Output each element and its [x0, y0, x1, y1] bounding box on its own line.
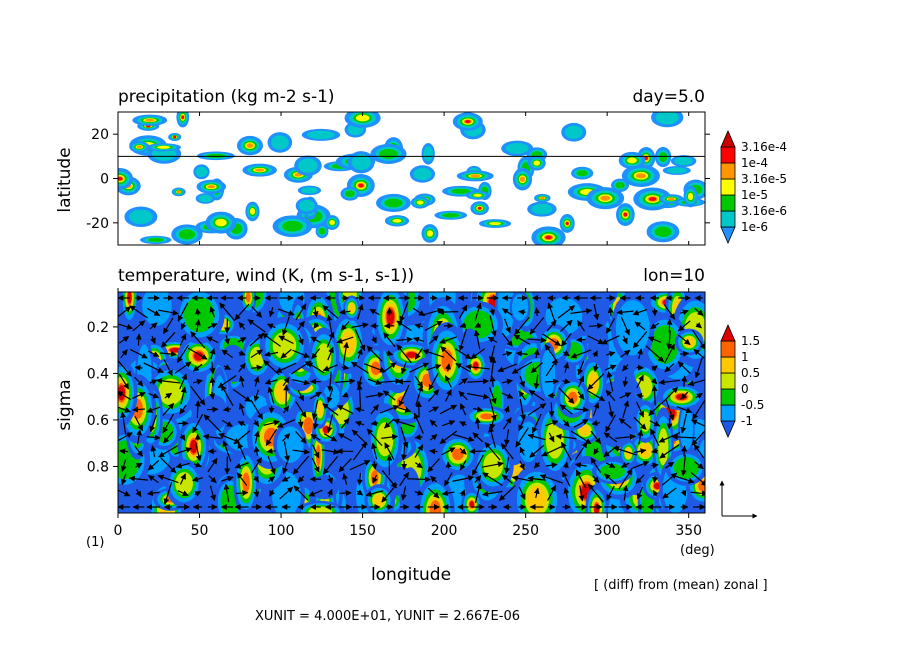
colorbar-label: 1e-5: [741, 188, 768, 202]
colorbar-label: 1e-4: [741, 156, 768, 170]
precip-day-label: day=5.0: [632, 87, 705, 107]
colorbar-label: 3.16e-5: [741, 172, 787, 186]
corner-label: (1): [86, 535, 104, 550]
colorbar-label: -0.5: [741, 398, 764, 412]
colorbar-label: 3.16e-6: [741, 204, 787, 218]
precip-y-label: latitude: [55, 147, 75, 212]
precip-x-ticks: [117, 112, 690, 245]
colorbar-label: 1e-6: [741, 220, 768, 234]
x-tick-label: 200: [431, 523, 458, 539]
diff-note: [ (diff) from (mean) zonal ]: [594, 578, 768, 593]
precip-colorbar: 3.16e-4 1e-4 3.16e-5 1e-5 3.16e-6 1e-6: [720, 130, 787, 244]
temp-y-axis: 0.2 0.4 0.6 0.8: [87, 320, 118, 475]
precip-field: [118, 112, 705, 245]
reference-vector: [719, 480, 758, 519]
x-tick-label: 150: [349, 523, 376, 539]
x-tick-label: 50: [191, 523, 209, 539]
temp-panel: 0.2 0.4 0.6 0.8 0 50 100 150 200 250 300 350 sigma…: [55, 288, 706, 585]
units-line: XUNIT = 4.000E+01, YUNIT = 2.667E-06: [255, 609, 520, 624]
colorbar-label: 1.5: [741, 334, 760, 348]
x-tick-label: 350: [675, 523, 702, 539]
precip-y-tick-label: -20: [86, 216, 109, 232]
colorbar-label: 0.5: [741, 366, 760, 380]
temp-title: temperature, wind (K, (m s-1, s-1)): [118, 266, 414, 286]
temp-lon-label: lon=10: [643, 266, 705, 286]
precip-y-tick-label: 20: [91, 127, 109, 143]
temp-y-tick-label: 0.4: [87, 366, 109, 382]
precip-panel: -20 0 20 latitude: [55, 111, 710, 246]
x-tick-label: 300: [594, 523, 621, 539]
colorbar-label: -1: [741, 414, 753, 428]
precip-y-tick-label: 0: [100, 172, 109, 188]
temp-y-tick-label: 0.2: [87, 320, 109, 336]
colorbar-label: 1: [741, 350, 749, 364]
colorbar-label: 3.16e-4: [741, 140, 787, 154]
temp-y-tick-label: 0.8: [87, 459, 109, 475]
temp-y-label: sigma: [55, 379, 75, 430]
x-axis-label: longitude: [371, 565, 451, 585]
x-tick-label: 0: [114, 523, 123, 539]
x-tick-label: 250: [512, 523, 539, 539]
wind-vectors: [118, 295, 705, 510]
precip-title: precipitation (kg m-2 s-1): [118, 87, 335, 107]
temp-x-axis: 0 50 100 150 200 250 300 350: [114, 288, 702, 539]
x-tick-label: 100: [268, 523, 295, 539]
precip-y-axis: -20 0 20: [86, 127, 710, 232]
temp-colorbar: 1.5 1 0.5 0 -0.5 -1: [720, 324, 764, 438]
temp-y-tick-label: 0.6: [87, 413, 109, 429]
unit-label: (deg): [680, 543, 715, 558]
colorbar-label: 0: [741, 382, 749, 396]
